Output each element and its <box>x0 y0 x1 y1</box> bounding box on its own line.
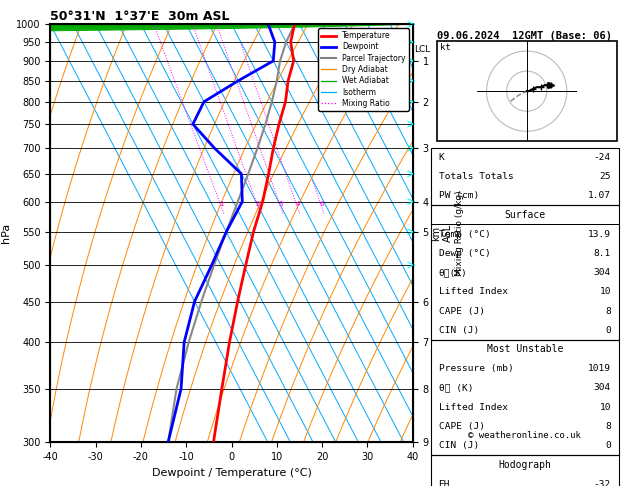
Text: Lifted Index: Lifted Index <box>438 403 508 412</box>
Text: Dewp (°C): Dewp (°C) <box>438 249 490 258</box>
Text: 1: 1 <box>220 202 224 208</box>
Text: Temp (°C): Temp (°C) <box>438 229 490 239</box>
Text: PW (cm): PW (cm) <box>438 191 479 200</box>
Text: θᴄ(K): θᴄ(K) <box>438 268 467 277</box>
Text: LCL: LCL <box>414 45 430 54</box>
Text: 1019: 1019 <box>588 364 611 373</box>
Y-axis label: hPa: hPa <box>1 223 11 243</box>
Text: -32: -32 <box>594 480 611 486</box>
Text: 10: 10 <box>599 403 611 412</box>
Y-axis label: km
ASL: km ASL <box>431 224 453 243</box>
Text: CIN (J): CIN (J) <box>438 441 479 450</box>
Text: 09.06.2024  12GMT (Base: 06): 09.06.2024 12GMT (Base: 06) <box>437 31 612 40</box>
Text: Pressure (mb): Pressure (mb) <box>438 364 513 373</box>
Text: Most Unstable: Most Unstable <box>487 345 563 354</box>
Text: 4: 4 <box>296 202 299 208</box>
Text: 50°31'N  1°37'E  30m ASL: 50°31'N 1°37'E 30m ASL <box>50 10 230 23</box>
Text: 25: 25 <box>599 172 611 181</box>
Text: EH: EH <box>438 480 450 486</box>
Text: 0: 0 <box>605 441 611 450</box>
Text: CIN (J): CIN (J) <box>438 326 479 335</box>
Text: 2: 2 <box>256 202 260 208</box>
Text: CAPE (J): CAPE (J) <box>438 307 484 315</box>
Text: 304: 304 <box>594 268 611 277</box>
Text: Totals Totals: Totals Totals <box>438 172 513 181</box>
Text: © weatheronline.co.uk: © weatheronline.co.uk <box>469 431 581 440</box>
Text: Mixing Ratio (g/kg): Mixing Ratio (g/kg) <box>455 191 464 276</box>
Bar <box>431 340 619 455</box>
Text: 0: 0 <box>605 326 611 335</box>
Text: 8.1: 8.1 <box>594 249 611 258</box>
Text: 10: 10 <box>599 287 611 296</box>
Text: 1.07: 1.07 <box>588 191 611 200</box>
Text: 8: 8 <box>605 307 611 315</box>
Text: 13.9: 13.9 <box>588 229 611 239</box>
Text: 304: 304 <box>594 383 611 392</box>
Text: K: K <box>438 153 444 162</box>
Text: 3: 3 <box>279 202 283 208</box>
Bar <box>431 205 619 340</box>
Bar <box>431 148 619 205</box>
Text: Hodograph: Hodograph <box>498 460 551 470</box>
Legend: Temperature, Dewpoint, Parcel Trajectory, Dry Adiabat, Wet Adiabat, Isotherm, Mi: Temperature, Dewpoint, Parcel Trajectory… <box>318 28 409 111</box>
Text: 8: 8 <box>605 422 611 431</box>
Text: Surface: Surface <box>504 210 545 220</box>
Bar <box>437 41 617 141</box>
X-axis label: Dewpoint / Temperature (°C): Dewpoint / Temperature (°C) <box>152 468 311 478</box>
Text: 6: 6 <box>320 202 324 208</box>
Text: Lifted Index: Lifted Index <box>438 287 508 296</box>
Text: θᴄ (K): θᴄ (K) <box>438 383 473 392</box>
Text: kt: kt <box>440 43 451 52</box>
Bar <box>431 455 619 486</box>
Text: CAPE (J): CAPE (J) <box>438 422 484 431</box>
Text: -24: -24 <box>594 153 611 162</box>
